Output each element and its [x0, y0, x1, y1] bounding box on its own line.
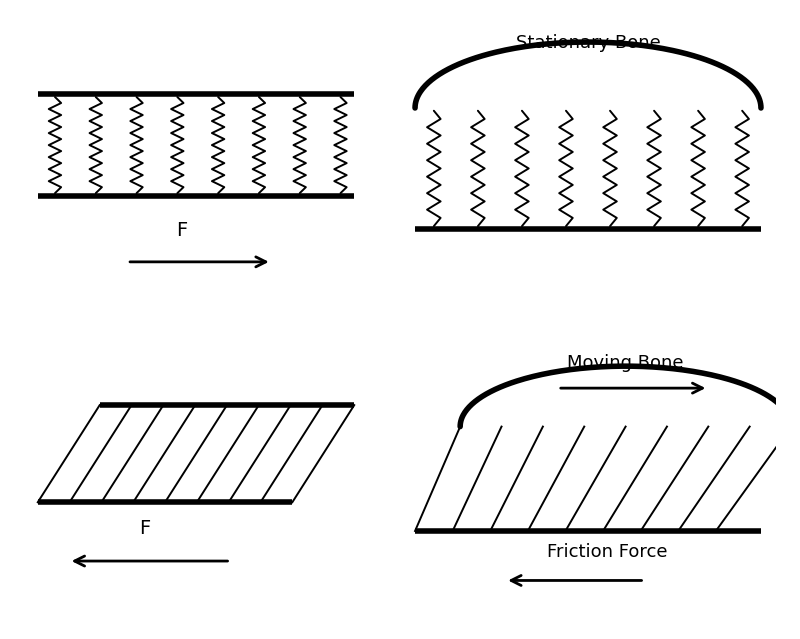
- Text: Moving Bone: Moving Bone: [567, 353, 684, 372]
- Text: Friction Force: Friction Force: [546, 543, 667, 561]
- Text: F: F: [177, 221, 188, 240]
- Text: Stationary Bone: Stationary Bone: [516, 34, 660, 52]
- Text: F: F: [138, 519, 150, 538]
